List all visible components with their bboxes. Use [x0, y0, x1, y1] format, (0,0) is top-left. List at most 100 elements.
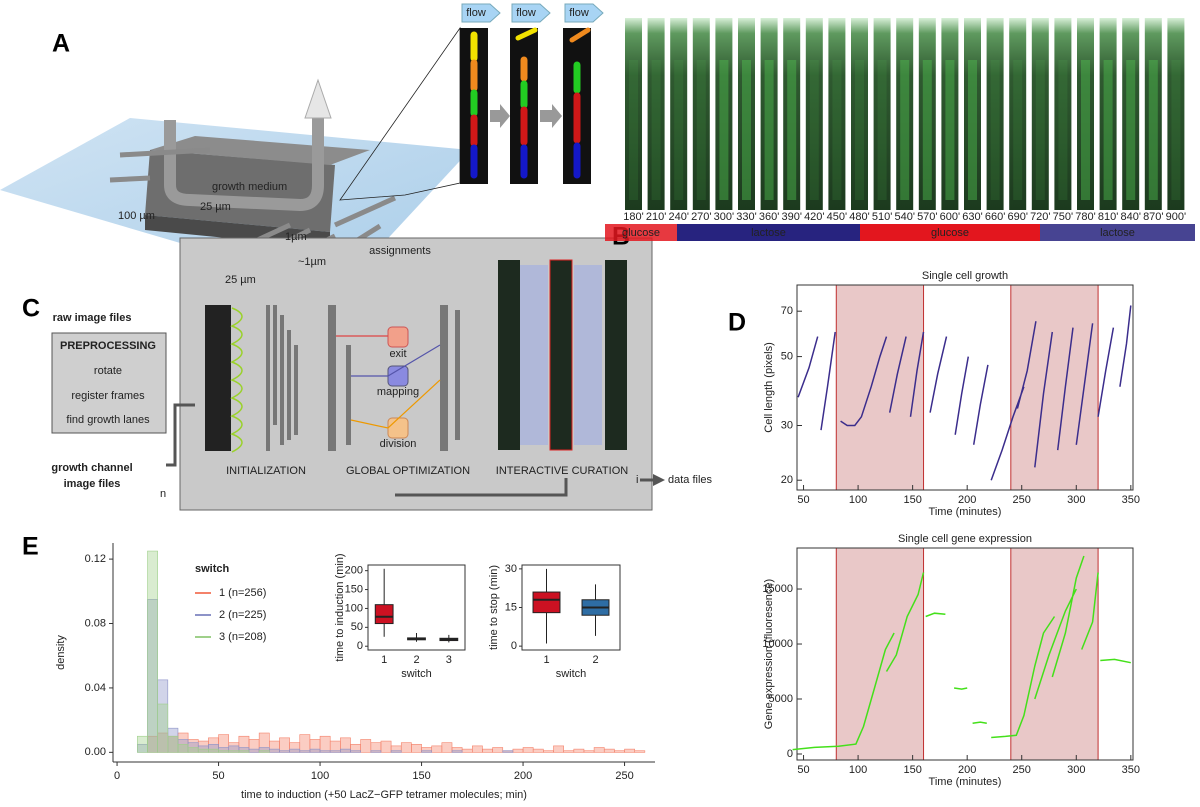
histogram-bar [197, 748, 209, 753]
chart-title: Single cell growth [922, 270, 1008, 282]
x-tick-label: 100 [849, 764, 867, 776]
stage-label: INTERACTIVE CURATION [496, 465, 628, 477]
histogram-bar [279, 737, 290, 753]
histogram-bar [522, 747, 534, 753]
channel-glow [990, 60, 1000, 200]
stage-label: GLOBAL OPTIMIZATION [346, 465, 470, 477]
plot-frame [796, 284, 1134, 491]
time-label: 540' [894, 211, 914, 223]
y-axis-label: density [55, 635, 67, 670]
channel-glow [764, 60, 774, 200]
stage-label: INITIALIZATION [226, 465, 306, 477]
y-tick-label: 0.12 [85, 553, 106, 565]
histogram-bar [583, 750, 595, 753]
channel-image [941, 18, 959, 210]
channel-image [1009, 18, 1027, 210]
channel-image [828, 18, 846, 210]
x-axis-label: Time (minutes) [929, 506, 1002, 518]
histogram-bar [614, 750, 625, 753]
time-label: 840' [1120, 211, 1140, 223]
time-label: 360' [759, 211, 779, 223]
condition-label: lactose [751, 227, 786, 239]
histogram-bar [248, 748, 260, 753]
histogram-bar [309, 748, 321, 753]
histogram-bar [350, 750, 361, 753]
time-label: 810' [1098, 211, 1118, 223]
histogram-bar [411, 743, 422, 753]
channel-image [760, 18, 778, 210]
x-tick-label: 3 [446, 654, 452, 666]
box [532, 591, 561, 614]
channel-glow [809, 60, 819, 200]
channel-image [692, 18, 710, 210]
histogram-bar [512, 748, 524, 753]
x-tick-label: 250 [1013, 764, 1031, 776]
box [374, 604, 394, 625]
x-tick-label: 200 [958, 764, 976, 776]
time-label: 240' [668, 211, 688, 223]
legend-label: 1 (n=256) [219, 587, 266, 599]
channel-image [805, 18, 823, 210]
histogram-bar [492, 747, 504, 753]
histogram-bar [208, 748, 219, 753]
condition-bar [860, 224, 1040, 241]
histogram-bar [319, 750, 331, 753]
condition-label: glucose [931, 227, 969, 239]
step-label: find growth lanes [66, 414, 150, 426]
histogram-bar [472, 745, 483, 753]
histogram-bar [400, 742, 412, 753]
channel-image [625, 18, 642, 210]
x-tick-label: 250 [1013, 494, 1031, 506]
flow-label: flow [516, 7, 536, 19]
y-tick-label: 0 [357, 640, 363, 652]
assign-label: assignments [369, 245, 431, 257]
time-label: 630' [962, 211, 982, 223]
time-label: 420' [804, 211, 824, 223]
histogram-bar [634, 750, 646, 753]
data-line [797, 305, 1132, 481]
y-tick-label: 100 [345, 602, 363, 614]
channel-glow [651, 60, 661, 200]
channel-glow [696, 60, 706, 200]
time-label: 330' [736, 211, 756, 223]
channel-image [1077, 18, 1094, 210]
step-label: rotate [94, 365, 122, 377]
channel-image [738, 18, 755, 210]
x-tick-label: 1 [543, 654, 549, 666]
histogram-bar [289, 748, 301, 753]
plot-frame [796, 547, 1134, 761]
flow-label: flow [569, 7, 589, 19]
channel-glow [1148, 60, 1158, 200]
channel-image [1122, 18, 1140, 210]
channel-image [1099, 18, 1117, 210]
time-label: 570' [917, 211, 937, 223]
histogram-bar [279, 750, 290, 753]
histogram-bar [299, 750, 311, 753]
y-tick-label: 50 [351, 621, 363, 633]
condition-bar [1040, 224, 1195, 241]
y-tick-label: 0.04 [85, 682, 106, 694]
channel-glow [674, 60, 684, 200]
channel-label: growth channel [51, 462, 132, 474]
channel-glow [1035, 60, 1045, 200]
channel-image [647, 18, 665, 210]
x-tick-label: 150 [903, 764, 921, 776]
histogram-bar [532, 748, 544, 753]
channel-glow [832, 60, 842, 200]
x-axis-label: switch [556, 668, 587, 680]
y-tick-label: 50 [781, 350, 793, 362]
x-tick-label: 1 [381, 654, 387, 666]
x-tick-label: 200 [958, 494, 976, 506]
histogram-bar [218, 750, 230, 753]
y-tick-label: 30 [505, 563, 517, 575]
histogram-bar [573, 748, 585, 753]
histogram-bar [624, 748, 636, 753]
condition-label: glucose [622, 227, 660, 239]
histogram-bar [370, 750, 382, 753]
histogram-bar [147, 550, 158, 753]
histogram-bar [319, 735, 331, 753]
condition-bar [605, 224, 677, 241]
channel-image [670, 18, 688, 210]
x-tick-label: 350 [1122, 494, 1140, 506]
y-tick-label: 20 [781, 474, 793, 486]
